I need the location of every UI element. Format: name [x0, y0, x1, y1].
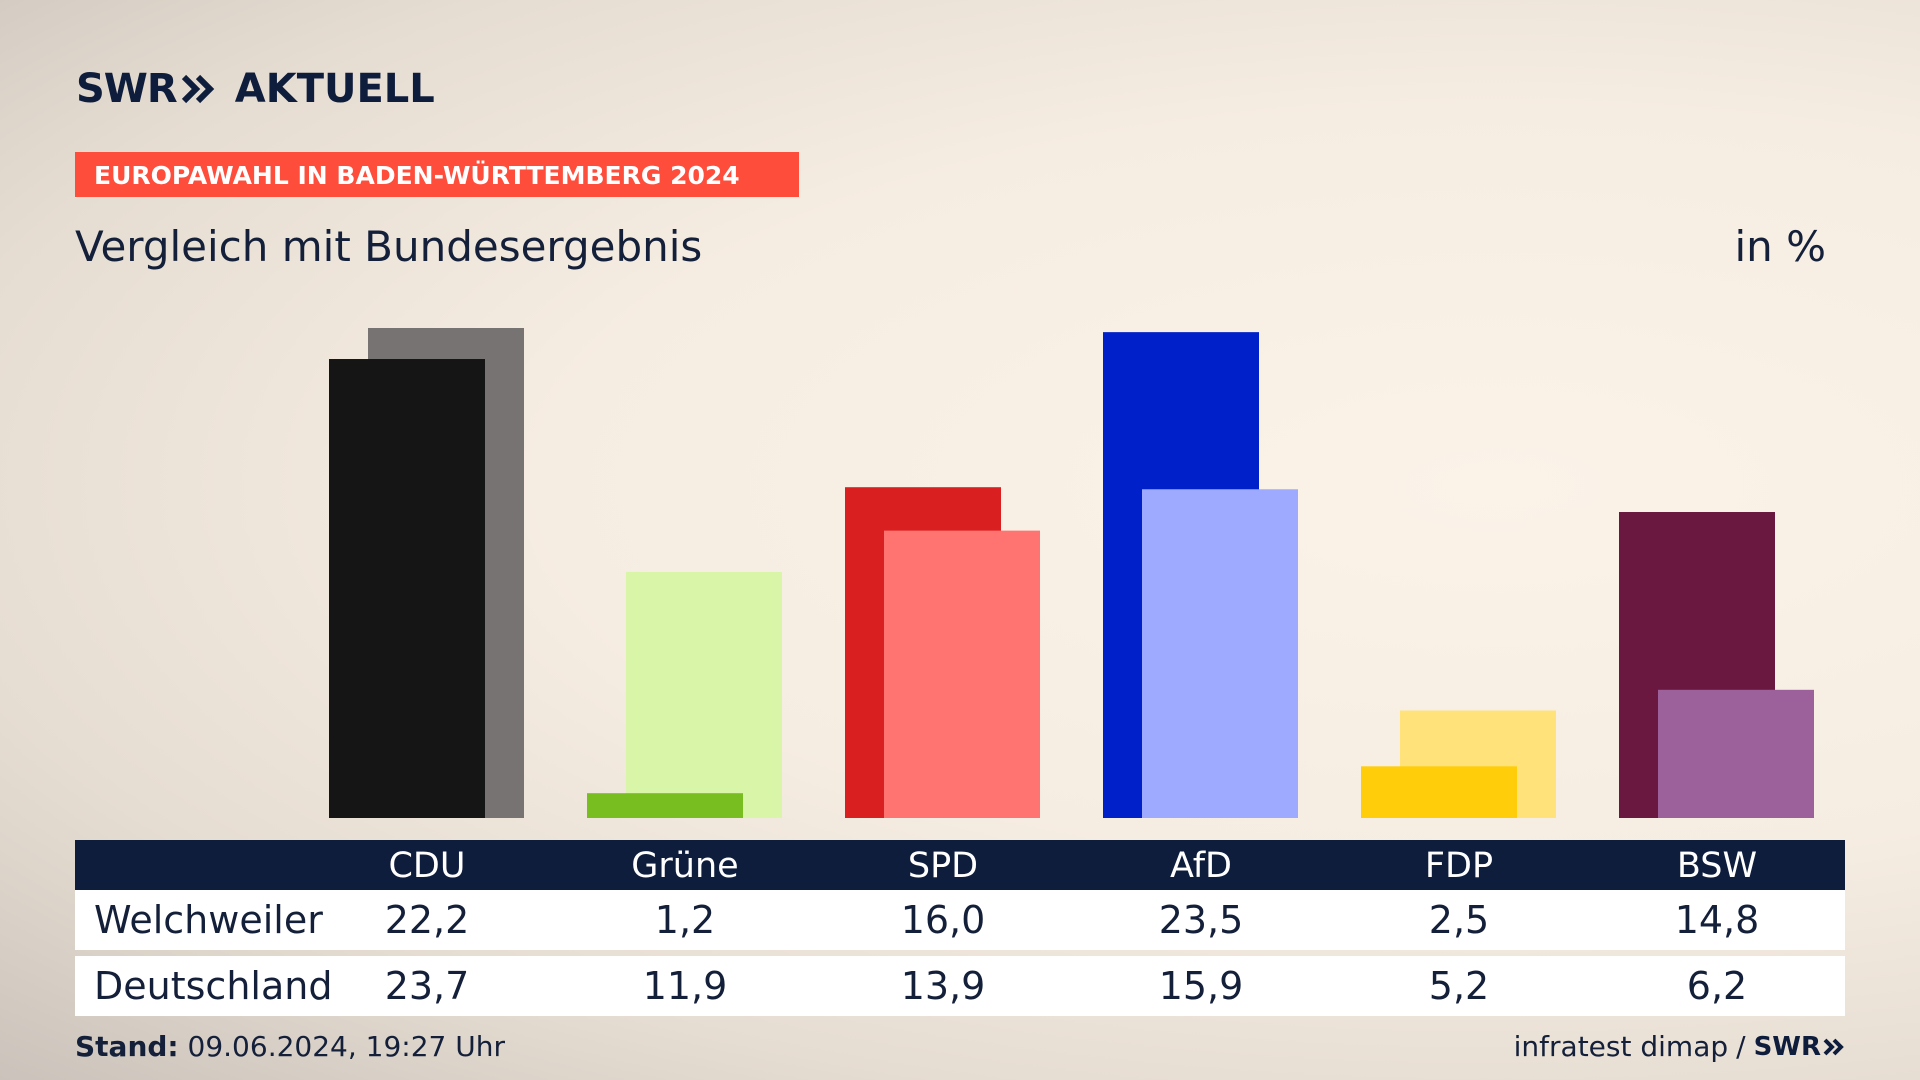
value-welchweiler-cdu: 22,2 — [384, 898, 470, 942]
timestamp: Stand: 09.06.2024, 19:27 Uhr — [75, 1030, 505, 1063]
chart-subtitle: Vergleich mit Bundesergebnis — [75, 222, 703, 271]
logo-swr-text: SWR — [76, 66, 178, 112]
header-afd: AfD — [1170, 846, 1232, 886]
table-row-welchweiler: Welchweiler 22,2 1,2 16,0 23,5 2,5 14,8 — [75, 890, 1845, 950]
value-deutschland-fdp: 5,2 — [1428, 964, 1490, 1008]
value-welchweiler-spd: 16,0 — [900, 898, 986, 942]
source-credit: infratest dimap / SWR — [1514, 1030, 1845, 1063]
header-fdp: FDP — [1424, 846, 1494, 886]
row-label-welchweiler: Welchweiler — [94, 898, 323, 942]
unit-label: in % — [1734, 222, 1826, 271]
value-deutschland-cdu: 23,7 — [384, 964, 470, 1008]
bar-chart — [329, 328, 1814, 818]
value-welchweiler-fdp: 2,5 — [1428, 898, 1490, 942]
header-spd: SPD — [907, 846, 979, 886]
bar-fdp-welchweiler — [1361, 766, 1517, 818]
swr-aktuell-logo: SWR AKTUELL — [76, 66, 435, 112]
value-deutschland-gruene: 11,9 — [642, 964, 728, 1008]
stand-label: Stand: — [75, 1030, 179, 1063]
value-welchweiler-gruene: 1,2 — [654, 898, 716, 942]
small-swr-text: SWR — [1753, 1031, 1821, 1062]
value-deutschland-bsw: 6,2 — [1686, 964, 1748, 1008]
source-text: infratest dimap — [1513, 1030, 1729, 1063]
election-tag-text: EUROPAWAHL IN BADEN-WÜRTTEMBERG 2024 — [94, 161, 740, 190]
table-header-row: CDU Grüne SPD AfD FDP BSW — [75, 840, 1845, 890]
bar-afd-deutschland — [1142, 489, 1298, 818]
row-label-deutschland: Deutschland — [94, 964, 333, 1008]
source-separator: / — [1736, 1030, 1746, 1063]
results-table: CDU Grüne SPD AfD FDP BSW Welchweiler 22… — [75, 840, 1845, 1016]
bar-spd-deutschland — [884, 530, 1040, 818]
bar-cdu-welchweiler — [329, 359, 485, 818]
value-welchweiler-bsw: 14,8 — [1674, 898, 1760, 942]
logo-aktuell-text: AKTUELL — [234, 66, 435, 112]
small-double-chevron-icon — [1823, 1038, 1844, 1055]
header-gruene: Grüne — [631, 846, 739, 886]
bar-gruene-welchweiler — [587, 793, 743, 818]
bar-gruene-deutschland — [626, 571, 782, 818]
stand-value: 09.06.2024, 19:27 Uhr — [187, 1030, 505, 1063]
election-tag-bar: EUROPAWAHL IN BADEN-WÜRTTEMBERG 2024 — [75, 152, 799, 197]
value-deutschland-spd: 13,9 — [900, 964, 986, 1008]
bar-bsw-deutschland — [1658, 689, 1814, 818]
header-cdu: CDU — [388, 846, 466, 886]
double-chevron-icon — [181, 74, 214, 104]
value-welchweiler-afd: 23,5 — [1158, 898, 1244, 942]
header-bsw: BSW — [1676, 846, 1758, 886]
value-deutschland-afd: 15,9 — [1158, 964, 1244, 1008]
table-row-deutschland: Deutschland 23,7 11,9 13,9 15,9 5,2 6,2 — [75, 956, 1845, 1016]
